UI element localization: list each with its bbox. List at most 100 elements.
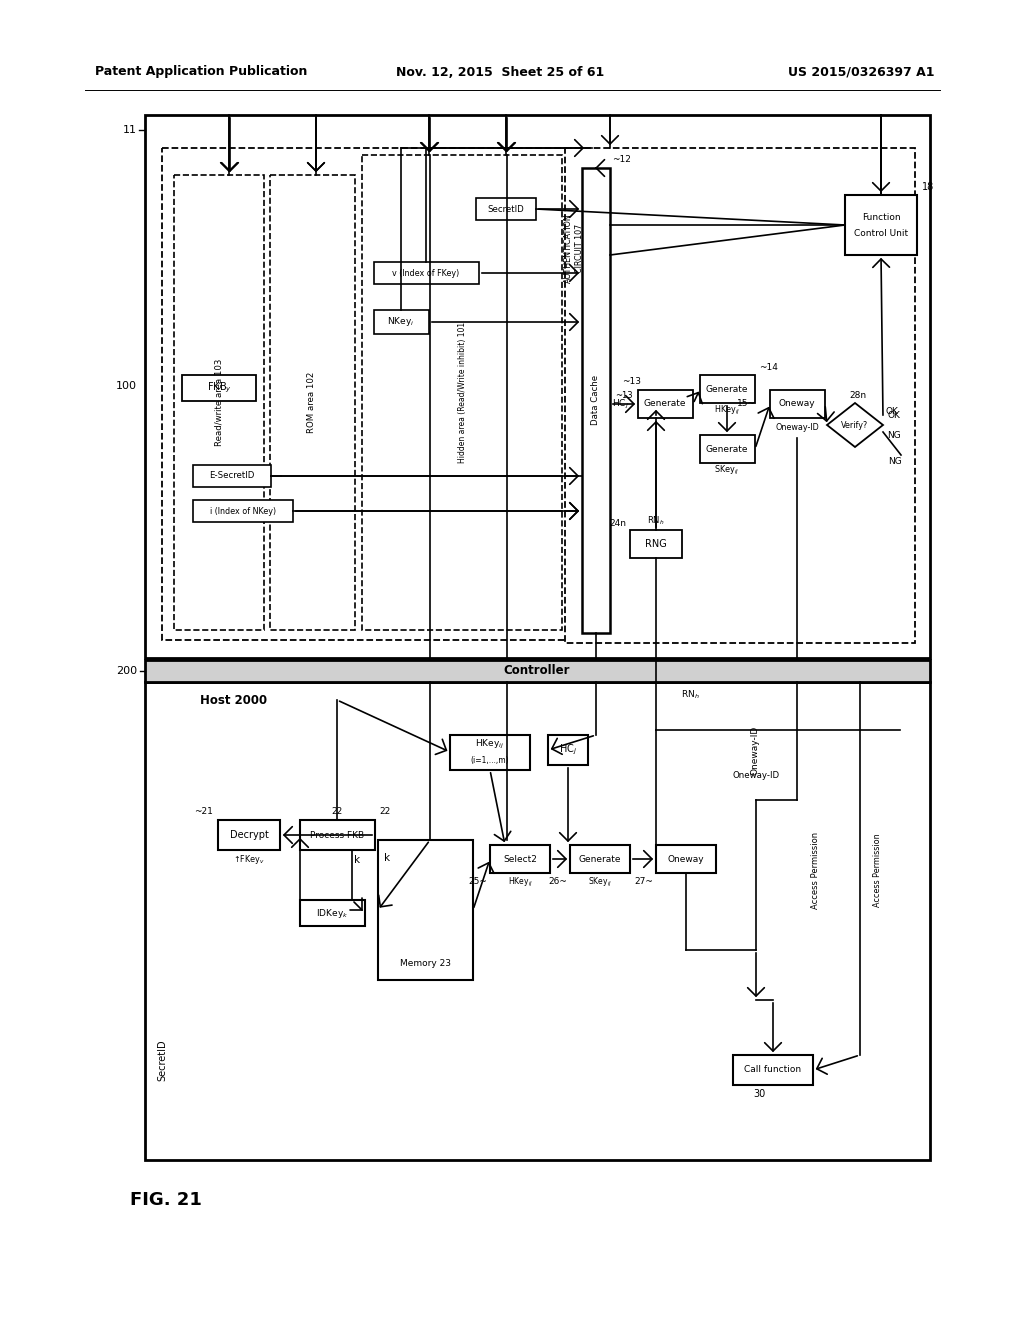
- Text: OK: OK: [885, 408, 898, 417]
- Text: Control Unit: Control Unit: [854, 228, 908, 238]
- Text: i (Index of NKey): i (Index of NKey): [210, 507, 276, 516]
- Bar: [845, 195, 918, 255]
- Text: ~13: ~13: [623, 378, 641, 387]
- Text: RNG: RNG: [645, 539, 667, 549]
- Text: Hidden area (Read/Write inhibit) 101: Hidden area (Read/Write inhibit) 101: [458, 322, 467, 462]
- Text: Read/write area 103: Read/write area 103: [214, 358, 223, 446]
- Text: 100: 100: [116, 381, 137, 391]
- Bar: [145, 660, 930, 682]
- Text: HC$_j$: HC$_j$: [611, 397, 629, 411]
- Text: (i=1,...,m): (i=1,...,m): [471, 755, 509, 764]
- Bar: [300, 900, 365, 927]
- Bar: [374, 261, 479, 284]
- Text: Controller: Controller: [504, 664, 570, 677]
- Text: SKey$_{ij}$: SKey$_{ij}$: [715, 463, 739, 477]
- Text: Nov. 12, 2015  Sheet 25 of 61: Nov. 12, 2015 Sheet 25 of 61: [396, 66, 604, 78]
- Text: Memory 23: Memory 23: [399, 960, 451, 969]
- Text: v (Index of FKey): v (Index of FKey): [392, 268, 460, 277]
- Text: 22: 22: [379, 808, 390, 817]
- Text: NKey$_i$: NKey$_i$: [387, 315, 415, 329]
- Text: NG: NG: [887, 430, 901, 440]
- Text: Generate: Generate: [706, 445, 749, 454]
- Text: Decrypt: Decrypt: [229, 830, 268, 840]
- Bar: [174, 176, 264, 630]
- Text: k: k: [354, 855, 360, 865]
- Bar: [193, 465, 271, 487]
- Text: HC$_j$: HC$_j$: [559, 743, 578, 758]
- Text: Patent Application Publication: Patent Application Publication: [95, 66, 307, 78]
- Bar: [450, 735, 530, 770]
- Text: 15~: 15~: [737, 400, 756, 408]
- Text: NG: NG: [888, 458, 902, 466]
- Text: US 2015/0326397 A1: US 2015/0326397 A1: [788, 66, 935, 78]
- Text: FIG. 21: FIG. 21: [130, 1191, 202, 1209]
- Text: RN$_h$: RN$_h$: [681, 689, 699, 701]
- Bar: [270, 176, 355, 630]
- Text: 28n: 28n: [850, 391, 866, 400]
- Bar: [630, 531, 682, 558]
- Text: RN$_h$: RN$_h$: [647, 515, 665, 527]
- Text: Process FKB: Process FKB: [310, 830, 365, 840]
- Bar: [218, 820, 280, 850]
- Bar: [656, 845, 716, 873]
- Text: ~12: ~12: [612, 156, 631, 165]
- Text: HKey$_{ij}$: HKey$_{ij}$: [714, 404, 740, 417]
- Bar: [638, 389, 693, 418]
- Text: HKey$_{ij}$: HKey$_{ij}$: [508, 875, 532, 888]
- Bar: [145, 115, 930, 657]
- Text: Access Permission: Access Permission: [873, 833, 882, 907]
- Bar: [374, 310, 429, 334]
- Text: Call function: Call function: [744, 1065, 802, 1074]
- Text: E-SecretID: E-SecretID: [209, 471, 255, 480]
- Bar: [770, 389, 825, 418]
- Bar: [362, 154, 562, 630]
- Text: Oneway-ID: Oneway-ID: [775, 422, 819, 432]
- Text: Function: Function: [861, 213, 900, 222]
- Text: Oneway: Oneway: [668, 854, 705, 863]
- Bar: [700, 375, 755, 403]
- Bar: [565, 148, 915, 643]
- Text: k: k: [384, 853, 390, 863]
- Text: Verify?: Verify?: [842, 421, 868, 429]
- Text: AUTHENTICATION
CIRCUIT 107: AUTHENTICATION CIRCUIT 107: [564, 213, 584, 282]
- Text: Select2: Select2: [503, 854, 537, 863]
- Text: Generate: Generate: [579, 854, 622, 863]
- Text: HKey$_{ij}$: HKey$_{ij}$: [475, 738, 505, 751]
- Text: ~14: ~14: [759, 363, 778, 371]
- Bar: [378, 840, 473, 979]
- Text: 27~: 27~: [635, 878, 653, 887]
- Bar: [490, 845, 550, 873]
- Text: Oneway: Oneway: [778, 400, 815, 408]
- Bar: [582, 168, 610, 634]
- Bar: [193, 500, 293, 521]
- Bar: [162, 148, 567, 640]
- Bar: [548, 735, 588, 766]
- Text: ~21: ~21: [195, 808, 213, 817]
- Text: 11: 11: [123, 125, 137, 135]
- Text: 25~: 25~: [469, 878, 487, 887]
- Text: SecretID: SecretID: [487, 205, 524, 214]
- Bar: [476, 198, 536, 220]
- Text: 22: 22: [332, 808, 343, 817]
- Bar: [145, 682, 930, 1160]
- Bar: [182, 375, 256, 401]
- Text: SKey$_{ij}$: SKey$_{ij}$: [588, 875, 612, 888]
- Text: Access Permission: Access Permission: [811, 832, 819, 908]
- Text: Oneway-ID: Oneway-ID: [732, 771, 779, 780]
- Text: ROM area 102: ROM area 102: [307, 371, 316, 433]
- Text: Host 2000: Host 2000: [200, 693, 267, 706]
- Bar: [300, 820, 375, 850]
- Text: Generate: Generate: [706, 384, 749, 393]
- Text: Data Cache: Data Cache: [592, 375, 600, 425]
- Text: Oneway-ID: Oneway-ID: [751, 726, 760, 775]
- Text: 24n: 24n: [609, 520, 627, 528]
- Text: SecretID: SecretID: [157, 1039, 167, 1081]
- Text: Generate: Generate: [644, 400, 686, 408]
- Bar: [700, 436, 755, 463]
- Bar: [570, 845, 630, 873]
- Text: IDKey$_k$: IDKey$_k$: [315, 907, 348, 920]
- Text: 200: 200: [116, 667, 137, 676]
- Bar: [733, 1055, 813, 1085]
- Text: ↑FKey$_v$: ↑FKey$_v$: [233, 853, 265, 866]
- Text: ~13: ~13: [615, 392, 633, 400]
